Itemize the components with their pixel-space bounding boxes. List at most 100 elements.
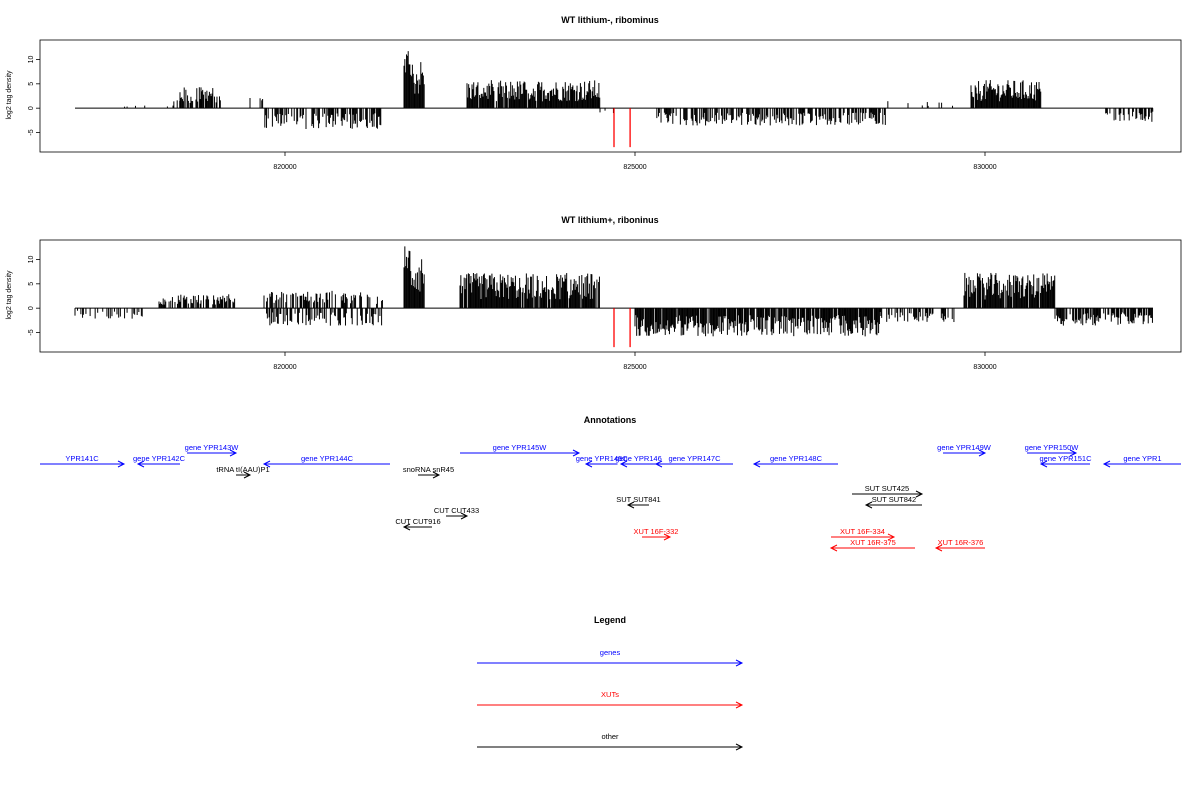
feature-label: XUT 16F-334 (840, 527, 885, 536)
feature-label: XUT 16R-376 (938, 538, 984, 547)
annotation-feature: gene YPR143W (185, 443, 240, 457)
feature-label: gene YPR151C (1040, 454, 1093, 463)
feature-label: CUT CUT433 (434, 506, 479, 515)
signal-bars (74, 246, 1153, 348)
arrowhead-right-icon (915, 490, 924, 498)
arrowhead-left-icon (136, 460, 145, 468)
annotation-feature: XUT 16F-334 (831, 527, 896, 541)
annotation-feature: tRNA tI(AAU)P1 (216, 465, 270, 479)
arrowhead-right-icon (229, 449, 238, 457)
feature-label: gene YPR145C (576, 454, 629, 463)
annotation-feature: XUT 16R-376 (934, 538, 985, 552)
annotation-feature: CUT CUT916 (395, 517, 441, 531)
arrowhead-right-icon (460, 512, 469, 520)
annotation-feature: XUT 16F-332 (634, 527, 679, 541)
legend-item: other (477, 732, 744, 751)
arrowhead-left-icon (619, 460, 628, 468)
legend-title: Legend (594, 615, 626, 625)
plot-frame (39, 239, 1182, 353)
arrowhead-left-icon (262, 460, 271, 468)
axes: 10 5 0 -5 820000 825000 830000 (28, 255, 997, 371)
annotation-feature: SUT SUT425 (852, 484, 924, 498)
annotation-feature: gene YPR149W (937, 443, 992, 457)
y-axis-label: log2 tag density (6, 270, 13, 320)
arrowhead-right-icon (663, 533, 672, 541)
axes: 10 5 0 -5 820000 825000 830000 (28, 55, 997, 171)
x-tick-label: 825000 (623, 364, 646, 371)
feature-label: gene YPR146 (615, 454, 662, 463)
x-tick-label: 820000 (273, 164, 296, 171)
y-tick-label: 10 (28, 255, 35, 263)
track-title: WT lithium+, riboninus (561, 215, 658, 225)
feature-label: gene YPR149W (937, 443, 992, 452)
arrowhead-left-icon (752, 460, 761, 468)
feature-label: gene YPR147C (669, 454, 722, 463)
arrowhead-left-icon (829, 544, 838, 552)
feature-label: gene YPR143W (185, 443, 240, 452)
legend-item: XUTs (477, 690, 744, 709)
feature-label: SUT SUT841 (616, 495, 660, 504)
annotation-feature: gene YPR147C (654, 454, 733, 468)
feature-label: YPR141C (65, 454, 99, 463)
feature-label: gene YPR148C (770, 454, 823, 463)
arrowhead-right-icon (735, 743, 744, 751)
feature-label: tRNA tI(AAU)P1 (216, 465, 269, 474)
arrowhead-left-icon (626, 501, 635, 509)
track-panel-lithium-plus: WT lithium+, riboninus log2 tag density … (6, 215, 1182, 371)
annotation-feature: gene YPR148C (752, 454, 838, 468)
feature-label: gene YPR1 (1123, 454, 1161, 463)
annotation-feature: gene YPR151C (1039, 454, 1093, 468)
annotation-feature: gene YPR1 (1102, 454, 1181, 468)
feature-label: CUT CUT916 (395, 517, 440, 526)
feature-label: SUT SUT425 (865, 484, 909, 493)
arrowhead-right-icon (432, 471, 441, 479)
y-tick-label: 5 (28, 82, 35, 86)
annotation-feature: gene YPR150W (1025, 443, 1079, 457)
annotation-feature: gene YPR145C (576, 454, 629, 468)
y-tick-label: -5 (28, 329, 35, 335)
annotations-panel: Annotations YPR141C gene YPR142C gene YPR1… (40, 415, 1181, 552)
feature-label: gene YPR144C (301, 454, 354, 463)
legend-items: genes XUTs other (477, 648, 744, 751)
annotation-feature: YPR141C (40, 454, 126, 468)
x-tick-label: 830000 (973, 364, 996, 371)
arrowhead-right-icon (887, 533, 896, 541)
arrowhead-right-icon (1069, 449, 1078, 457)
annotation-feature: gene YPR142C (133, 454, 186, 468)
arrowhead-right-icon (243, 471, 252, 479)
annotation-feature: CUT CUT433 (434, 506, 479, 520)
feature-label: snoRNA snR45 (403, 465, 454, 474)
arrowhead-right-icon (572, 449, 581, 457)
arrowhead-left-icon (934, 544, 943, 552)
annotation-feature: snoRNA snR45 (403, 465, 454, 479)
x-tick-label: 830000 (973, 164, 996, 171)
feature-label: gene YPR142C (133, 454, 186, 463)
annotation-feature: XUT 16R-375 (829, 538, 915, 552)
annotation-feature: gene YPR146 (615, 454, 662, 468)
legend-label: other (601, 732, 619, 741)
arrowhead-right-icon (117, 460, 126, 468)
x-tick-label: 825000 (623, 164, 646, 171)
track-title: WT lithium-, ribominus (561, 15, 659, 25)
legend-label: XUTs (601, 690, 619, 699)
legend-panel: Legend genes XUTs other (477, 615, 744, 751)
y-tick-label: 0 (28, 306, 35, 310)
annotation-feature: gene YPR144C (262, 454, 390, 468)
legend-item: genes (477, 648, 744, 667)
feature-label: gene YPR145W (493, 443, 548, 452)
arrowhead-left-icon (864, 501, 873, 509)
arrowhead-right-icon (978, 449, 987, 457)
annotation-feature: SUT SUT842 (864, 495, 922, 509)
annotations-title: Annotations (584, 415, 637, 425)
feature-label: XUT 16F-332 (634, 527, 679, 536)
y-tick-label: 10 (28, 55, 35, 63)
arrowhead-right-icon (735, 701, 744, 709)
plot-frame (39, 39, 1182, 153)
track-panel-lithium-minus: WT lithium-, ribominus log2 tag density … (6, 15, 1182, 171)
arrowhead-left-icon (1039, 460, 1048, 468)
arrowhead-left-icon (584, 460, 593, 468)
x-tick-label: 820000 (273, 364, 296, 371)
y-axis-label: log2 tag density (6, 70, 13, 120)
feature-label: XUT 16R-375 (850, 538, 896, 547)
